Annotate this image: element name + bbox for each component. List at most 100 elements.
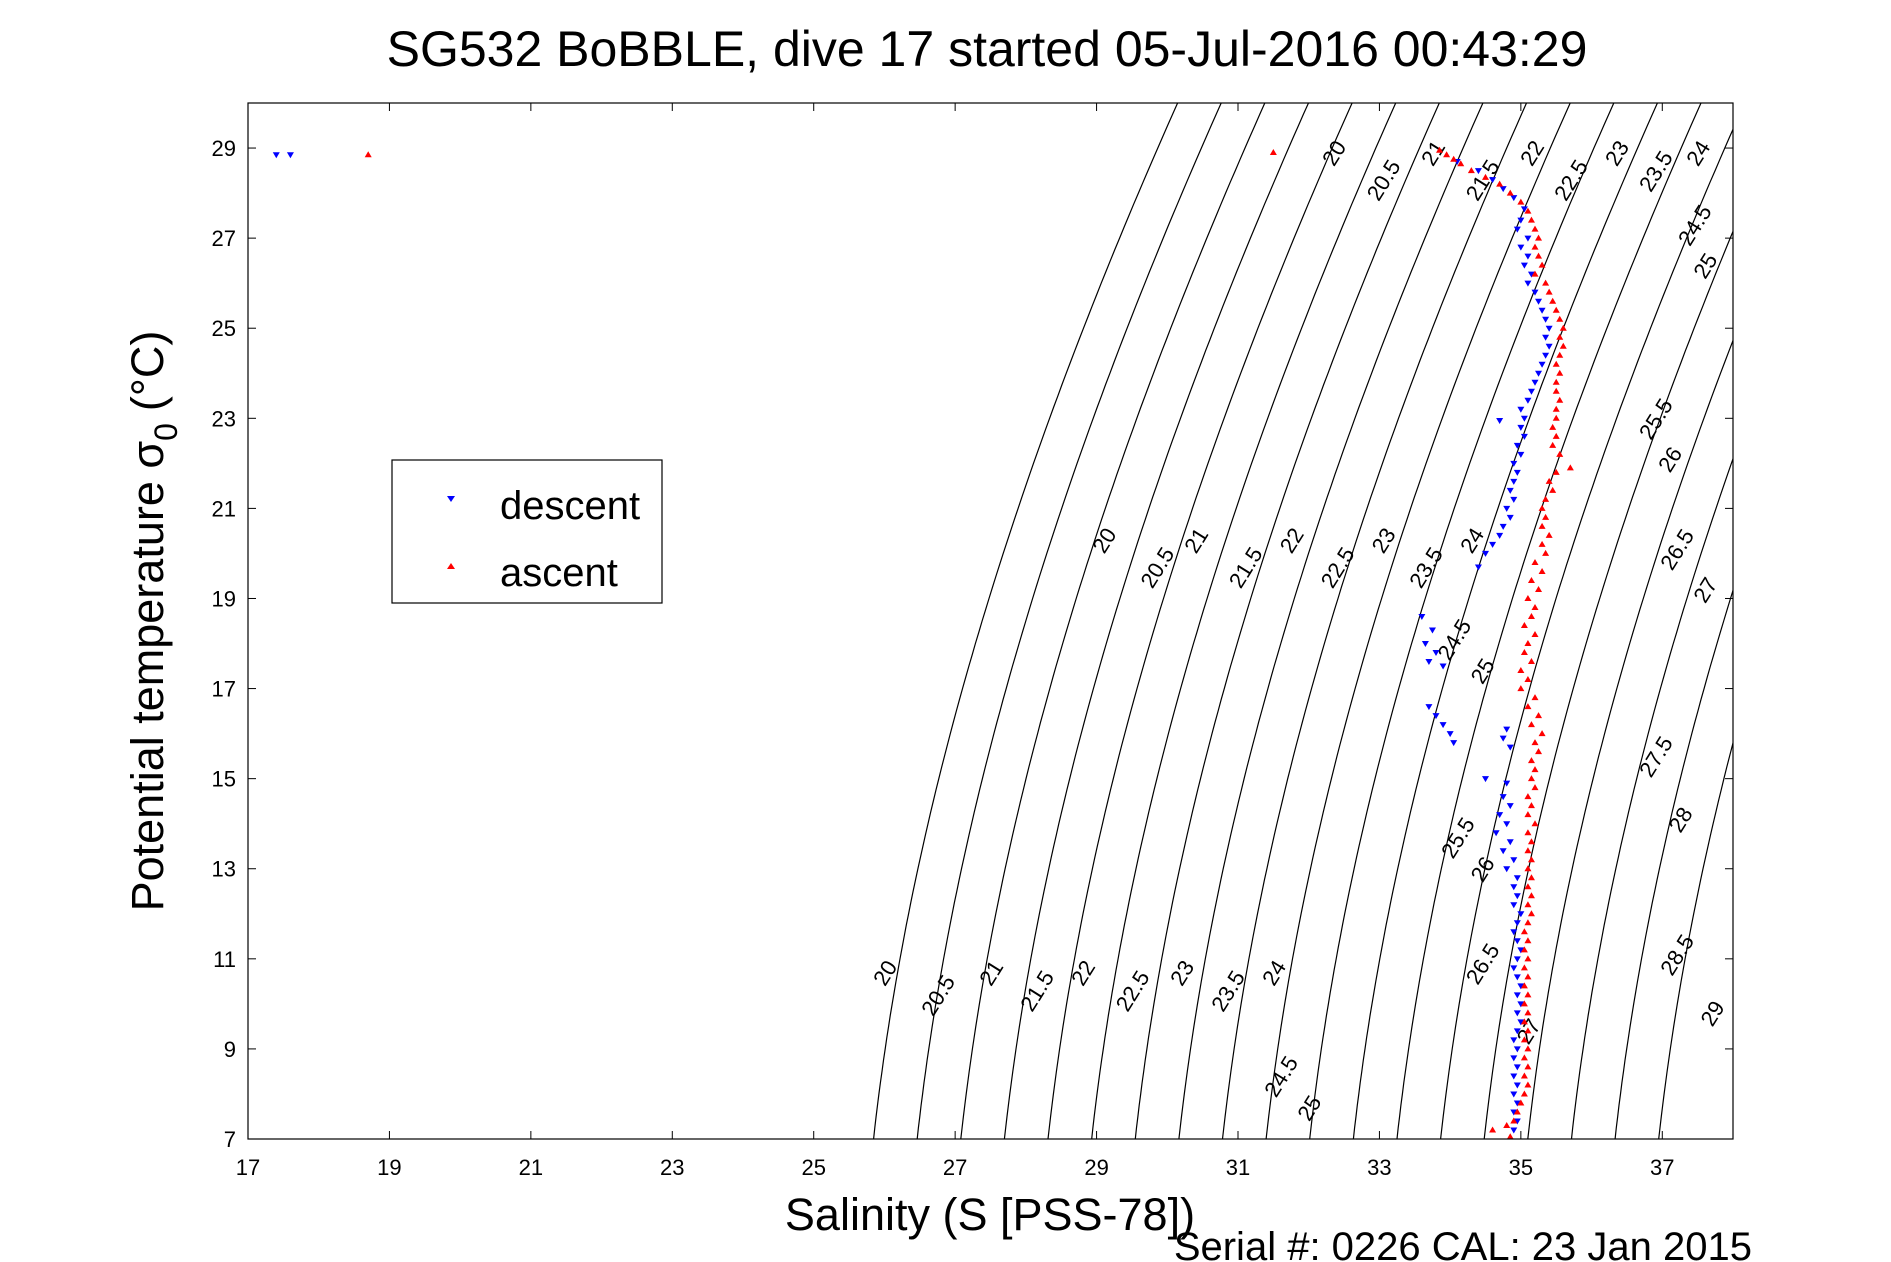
isopycnal-line: [1091, 103, 1397, 1139]
y-tick-label: 21: [212, 496, 236, 521]
ascent-point: [1489, 1126, 1497, 1133]
x-tick-label: 25: [801, 1155, 825, 1180]
ascent-point: [1520, 1090, 1528, 1097]
ascent-point: [1542, 549, 1550, 556]
y-axis-label: Potential temperature σ0 (°C): [122, 331, 184, 912]
ascent-point: [1482, 173, 1489, 180]
ascent-point: [1520, 1036, 1528, 1043]
descent-point: [1517, 947, 1525, 954]
descent-point: [1503, 821, 1511, 828]
descent-point: [1425, 659, 1433, 666]
descent-point: [1542, 334, 1550, 341]
ascent-point: [1531, 603, 1539, 610]
ascent-point: [1524, 1081, 1532, 1088]
isopycnal-line: [916, 103, 1222, 1139]
descent-series: [272, 152, 1553, 1134]
ascent-point: [1549, 441, 1557, 448]
legend-descent-label: descent: [500, 484, 640, 528]
serial-calibration-footer: Serial #: 0226 CAL: 23 Jan 2015: [1174, 1225, 1752, 1262]
isopycnal-line: [1614, 588, 1733, 1139]
descent-point: [1499, 523, 1507, 530]
ascent-point: [1531, 225, 1539, 232]
descent-point: [1510, 884, 1518, 891]
descent-point: [286, 152, 294, 159]
ascent-point: [1556, 396, 1564, 403]
descent-point: [1517, 911, 1525, 918]
isopycnal-line: [1309, 103, 1615, 1139]
ascent-point: [1552, 468, 1560, 475]
isopycnal-line: [1221, 103, 1528, 1139]
descent-point: [1513, 442, 1521, 449]
descent-point: [1421, 641, 1429, 648]
descent-point: [1506, 744, 1514, 751]
descent-point: [1489, 177, 1497, 184]
ascent-point: [1552, 378, 1560, 385]
descent-point: [1425, 704, 1433, 711]
ascent-point: [1524, 901, 1532, 908]
ascent-point: [1535, 585, 1543, 592]
y-tick-label: 7: [224, 1127, 236, 1152]
isopycnal-line: [1047, 103, 1353, 1139]
ascent-point: [1531, 270, 1539, 277]
legend: descent ascent: [391, 459, 663, 604]
ascent-point: [1531, 820, 1539, 827]
ascent-point: [1527, 910, 1535, 917]
descent-point: [1513, 1100, 1521, 1107]
descent-point: [1510, 1055, 1518, 1062]
isopycnal-line: [960, 103, 1266, 1139]
x-tick-label: 27: [943, 1155, 967, 1180]
descent-point: [1538, 307, 1546, 314]
descent-point: [1418, 613, 1426, 620]
ascent-point: [1531, 558, 1539, 565]
ascent-point: [1552, 405, 1560, 412]
descent-point: [1520, 206, 1528, 213]
ascent-point: [1506, 189, 1514, 196]
y-tick-label: 13: [212, 857, 236, 882]
descent-point: [1517, 451, 1525, 458]
ascent-point: [1531, 631, 1539, 638]
descent-point: [1432, 650, 1440, 657]
ascent-point: [1520, 622, 1528, 629]
ascent-point: [1535, 234, 1543, 241]
x-axis-label: Salinity (S [PSS-78]): [785, 1189, 1195, 1240]
ascent-point: [1524, 829, 1532, 836]
descent-point: [1545, 343, 1553, 350]
ascent-point: [1520, 1000, 1528, 1007]
descent-point: [1510, 857, 1518, 864]
ascent-point: [1520, 649, 1528, 656]
descent-point: [1506, 514, 1514, 521]
ascent-point: [1524, 811, 1532, 818]
y-axis-ticks: 7 9 11 13 15 17 19 21 23 25 27 29: [212, 136, 1733, 1152]
descent-point: [1503, 866, 1511, 873]
y-tick-label: 23: [212, 406, 236, 431]
descent-point: [1524, 253, 1532, 260]
ascent-point: [1559, 324, 1567, 331]
descent-point: [1510, 496, 1518, 503]
y-tick-label: 27: [212, 226, 236, 251]
ascent-point: [1527, 216, 1535, 223]
descent-point: [1450, 740, 1458, 747]
ascent-point: [1524, 594, 1532, 601]
y-axis-label-subscript: 0: [148, 423, 184, 441]
ascent-point: [364, 151, 372, 158]
ascent-point: [1436, 146, 1444, 153]
ascent-point: [1524, 955, 1532, 962]
ascent-point: [1542, 513, 1550, 520]
descent-point: [1506, 839, 1514, 846]
ascent-point: [1443, 151, 1451, 158]
ascent-point: [1524, 1045, 1532, 1052]
descent-point: [1513, 956, 1521, 963]
ascent-point: [1527, 658, 1535, 665]
descent-point: [1517, 1019, 1525, 1026]
ascent-point: [1538, 730, 1546, 737]
ascent-point: [1527, 838, 1535, 845]
descent-point: [1499, 735, 1507, 742]
x-tick-label: 29: [1084, 1155, 1108, 1180]
ascent-point: [1524, 1063, 1532, 1070]
ascent-point: [1527, 576, 1535, 583]
descent-point: [1513, 974, 1521, 981]
x-tick-label: 23: [660, 1155, 684, 1180]
ascent-point: [1524, 207, 1532, 214]
ascent-point: [1531, 766, 1539, 773]
